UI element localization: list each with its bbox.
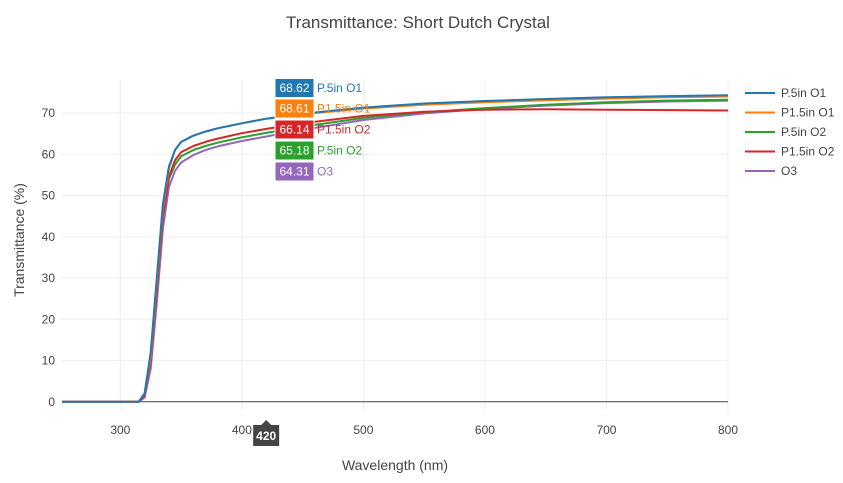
legend-label: P.5in O2 xyxy=(781,125,826,139)
x-hover-box xyxy=(253,420,280,446)
y-tick-label: 50 xyxy=(42,189,56,203)
hover-value-box xyxy=(274,140,315,161)
x-hover-label: 420 xyxy=(253,420,280,446)
legend-item[interactable]: P1.5in O1 xyxy=(745,106,835,120)
y-tick-label: 20 xyxy=(42,312,56,326)
legend-label: O3 xyxy=(781,164,797,178)
x-tick-label: 700 xyxy=(596,423,616,437)
x-tick-label: 400 xyxy=(232,423,252,437)
hover-series-name: P.5in O2 xyxy=(317,144,362,158)
hover-value-box xyxy=(274,161,315,182)
hover-series-name: O3 xyxy=(317,165,333,179)
legend-item[interactable]: O3 xyxy=(745,164,797,178)
hover-series-name: P1.5in O2 xyxy=(317,123,371,137)
legend-label: P.5in O1 xyxy=(781,86,826,100)
hover-label: 65.18 P.5in O2 xyxy=(274,140,362,161)
y-tick-label: 10 xyxy=(42,354,56,368)
hover-value-box xyxy=(274,78,315,98)
y-axis-ticks: 0 10 20 30 40 50 60 70 xyxy=(42,106,56,409)
series-line-0 xyxy=(62,94,729,403)
legend-item[interactable]: P1.5in O2 xyxy=(745,145,835,159)
y-tick-label: 30 xyxy=(42,271,56,285)
hover-series-name: P.5in O1 xyxy=(317,81,362,95)
hover-value-box xyxy=(274,98,315,119)
hover-label: 66.14 P1.5in O2 xyxy=(274,119,371,140)
hover-label: 64.31 O3 xyxy=(274,161,333,182)
hover-label: 68.62 P.5in O1 xyxy=(274,78,362,98)
legend-label: P1.5in O1 xyxy=(781,106,835,120)
y-tick-label: 0 xyxy=(48,395,55,409)
x-hover-value: 420 xyxy=(256,429,276,443)
x-tick-label: 800 xyxy=(718,423,738,437)
x-axis-ticks: 300 400 500 600 700 800 xyxy=(110,423,738,437)
legend-item[interactable]: P.5in O2 xyxy=(745,125,826,139)
y-tick-label: 60 xyxy=(42,147,56,161)
hover-value: 66.14 xyxy=(279,123,309,137)
hover-value-box xyxy=(274,119,315,140)
x-tick-label: 600 xyxy=(475,423,495,437)
x-tick-label: 300 xyxy=(110,423,130,437)
hover-label: 68.61 P1.5in O1 xyxy=(274,98,371,119)
chart-title: Transmittance: Short Dutch Crystal xyxy=(286,13,550,32)
y-axis-title: Transmittance (%) xyxy=(11,183,27,297)
legend-label: P1.5in O2 xyxy=(781,145,835,159)
x-axis-title: Wavelength (nm) xyxy=(342,457,448,473)
y-tick-label: 40 xyxy=(42,230,56,244)
hover-value: 68.61 xyxy=(279,102,309,116)
hover-tooltips: 68.62 P.5in O1 68.61 P1.5in O1 66.14 P1.5in O… xyxy=(253,78,371,446)
y-tick-label: 70 xyxy=(42,106,56,120)
hover-value: 65.18 xyxy=(279,144,309,158)
legend-item[interactable]: P.5in O1 xyxy=(745,86,826,100)
series-lines xyxy=(62,94,729,403)
hover-series-name: P1.5in O1 xyxy=(317,102,371,116)
hover-value: 64.31 xyxy=(279,165,309,179)
hover-value: 68.62 xyxy=(279,81,309,95)
legend[interactable]: P.5in O1 P1.5in O1 P.5in O2 P1.5in O2 O3 xyxy=(745,86,835,178)
x-tick-label: 500 xyxy=(353,423,373,437)
